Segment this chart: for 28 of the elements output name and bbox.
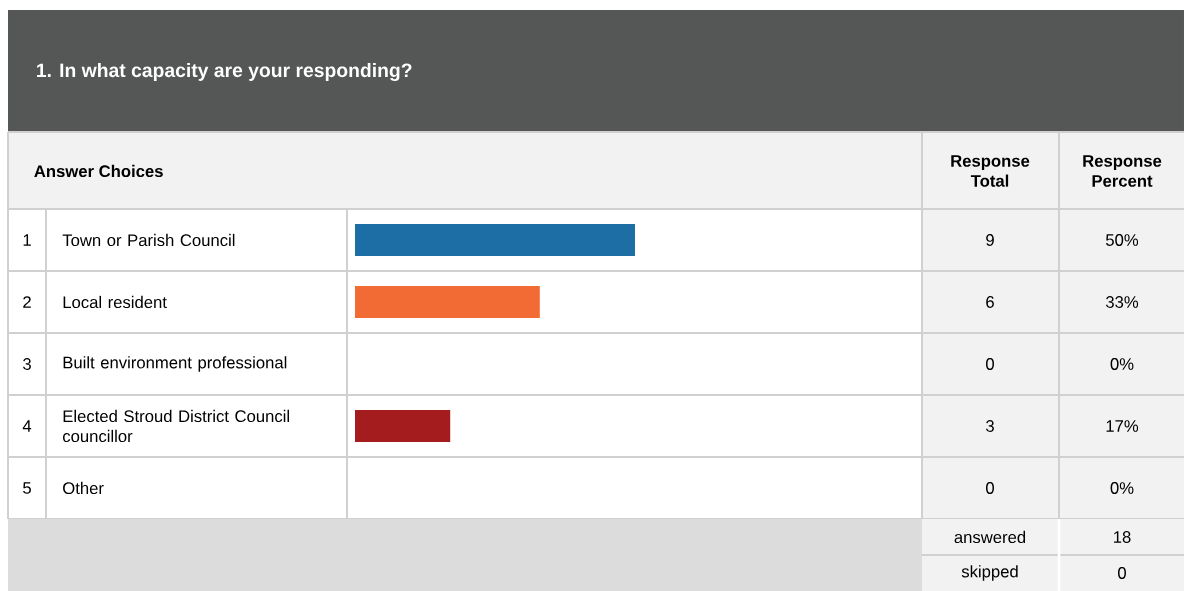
text: Answer Choices (34, 164, 163, 178)
text: 3 (23, 358, 31, 370)
text: 6 (986, 296, 994, 308)
text: Response Percent (1083, 155, 1162, 187)
text: 0 (986, 358, 994, 370)
y-tick-label: Town or Parish Council (62, 233, 235, 247)
y-tick-label: Local resident (63, 295, 167, 309)
text: 0 (986, 482, 994, 494)
data-label: 50% (1106, 234, 1139, 246)
data-label: 33% (1105, 296, 1139, 308)
text: 3 (986, 420, 994, 432)
chart-title: 1. In what capacity are your responding? (37, 62, 412, 82)
text: 4 (22, 420, 32, 432)
text: Response Total (951, 155, 1030, 187)
text: 1 (23, 234, 31, 246)
y-tick-label: Elected Stroud District Council councillor (62, 409, 289, 443)
y-tick-label: Built environment professional (63, 356, 287, 372)
data-label: 0% (1110, 482, 1134, 494)
text: answered (954, 530, 1026, 544)
data-label: 0% (1110, 358, 1134, 370)
y-tick-label: Other (63, 481, 104, 495)
text: 5 (23, 482, 31, 494)
data-label: 17% (1106, 420, 1139, 432)
text: 2 (23, 296, 31, 308)
text: 18 (1114, 531, 1131, 543)
text: 9 (986, 234, 994, 246)
text: 0 (1118, 567, 1126, 579)
text: skipped (961, 565, 1018, 581)
